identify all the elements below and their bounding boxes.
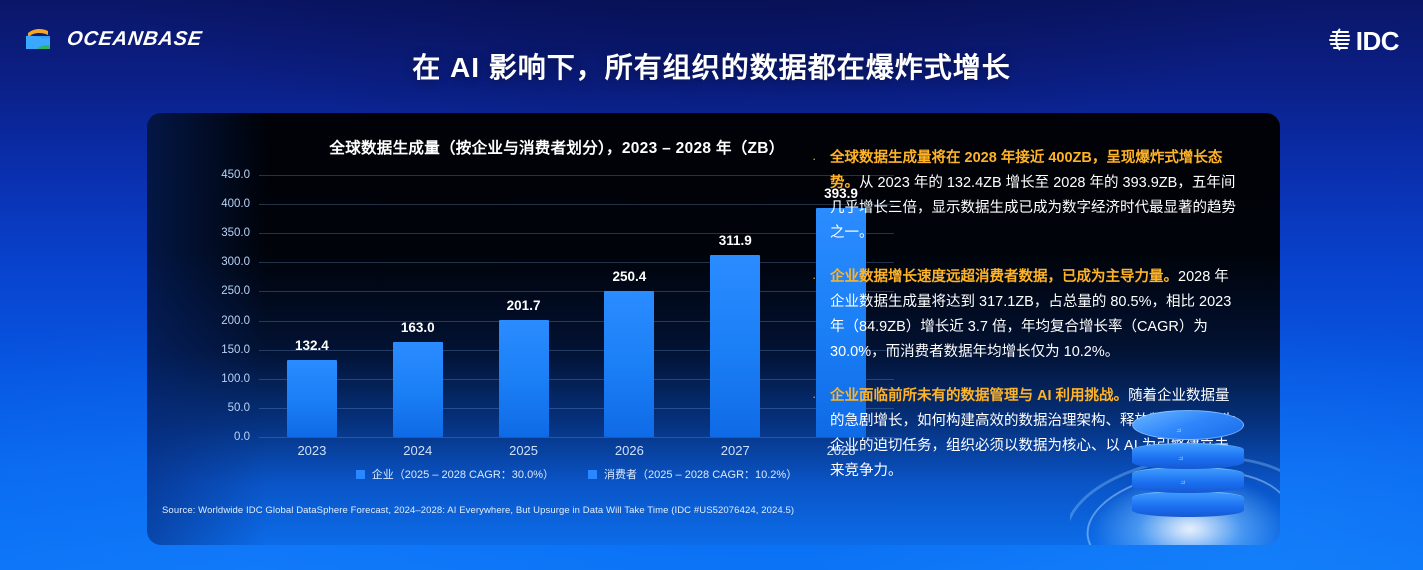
- y-axis-tick-label: 250.0: [221, 285, 250, 298]
- insights-list: · 全球数据生成量将在 2028 年接近 400ZB，呈现爆炸式增长态势。从 20…: [812, 146, 1237, 503]
- gridline: 0.0: [234, 431, 894, 443]
- bar-column[interactable]: 163.0: [370, 175, 465, 437]
- insight-item: · 全球数据生成量将在 2028 年接近 400ZB，呈现爆炸式增长态势。从 20…: [812, 146, 1237, 246]
- y-axis-tick-label: 400.0: [221, 198, 250, 211]
- gridline: 200.0: [221, 315, 894, 327]
- bar-column[interactable]: 250.4: [582, 175, 677, 437]
- insight-item: · 企业面临前所未有的数据管理与 AI 利用挑战。随着企业数据量的急剧增长，如何构…: [812, 384, 1237, 484]
- gridline: 300.0: [221, 256, 894, 268]
- gridline: 400.0: [221, 198, 894, 210]
- x-axis-tick-label: 2023: [297, 443, 327, 458]
- legend-label: 企业（2025 – 2028 CAGR：30.0%）: [371, 469, 554, 481]
- insight-highlight: 企业数据增长速度远超消费者数据，已成为主导力量。: [830, 269, 1178, 285]
- legend-label: 消费者（2025 – 2028 CAGR：10.2%）: [604, 469, 798, 481]
- bar-column[interactable]: 393.9: [794, 175, 889, 437]
- gridline: 250.0: [221, 285, 894, 297]
- bar-column[interactable]: 311.9: [688, 175, 783, 437]
- insight-highlight: 企业面临前所未有的数据管理与 AI 利用挑战。: [830, 388, 1129, 404]
- insight-text: 企业面临前所未有的数据管理与 AI 利用挑战。随着企业数据量的急剧增长，如何构建…: [830, 384, 1237, 484]
- bar[interactable]: [816, 207, 867, 437]
- insight-text: 全球数据生成量将在 2028 年接近 400ZB，呈现爆炸式增长态势。从 202…: [830, 146, 1237, 246]
- oceanbase-mark-icon: [24, 24, 58, 54]
- y-axis-tick-label: 350.0: [221, 227, 250, 240]
- y-axis-tick-label: 200.0: [221, 314, 250, 327]
- oceanbase-logo: OCEANBASE: [24, 24, 204, 54]
- legend-item[interactable]: 消费者（2025 – 2028 CAGR：10.2%）: [588, 466, 797, 482]
- bar[interactable]: [604, 291, 655, 437]
- x-axis-tick-label: 2028: [826, 443, 856, 458]
- gridline: 450.0: [221, 169, 894, 181]
- bar-value-label: 132.4: [295, 337, 329, 353]
- insight-item: · 企业数据增长速度远超消费者数据，已成为主导力量。2028 年企业数据生成量将达…: [812, 265, 1237, 365]
- gridline: 350.0: [221, 227, 894, 239]
- idc-logo-text: IDC: [1355, 26, 1400, 56]
- x-axis-tick-label: 2024: [403, 443, 433, 458]
- content-panel: 全球数据生成量（按企业与消费者划分），2023 – 2028 年（ZB） 450…: [147, 113, 1280, 545]
- bar[interactable]: [392, 342, 443, 437]
- insight-highlight: 全球数据生成量将在 2028 年接近 400ZB，呈现爆炸式增长态势。: [830, 150, 1223, 191]
- bar-value-label: 201.7: [506, 297, 541, 313]
- bar-value-label: 250.4: [612, 269, 647, 285]
- chart-legend: 企业（2025 – 2028 CAGR：30.0%） 消费者（2025 – 202…: [259, 466, 894, 482]
- y-axis-tick-label: 0.0: [234, 431, 250, 443]
- bar[interactable]: [498, 319, 549, 437]
- bar-value-label: 311.9: [718, 233, 752, 249]
- bar-column[interactable]: 201.7: [476, 175, 571, 437]
- bar-value-label: 393.9: [824, 185, 858, 201]
- idc-logo: IDC: [1327, 26, 1400, 57]
- x-axis-tick-label: 2025: [509, 443, 539, 458]
- bar-column[interactable]: 132.4: [264, 175, 359, 437]
- bar-value-label: 163.0: [400, 320, 435, 336]
- idc-globe-icon: [1327, 26, 1353, 57]
- y-axis-tick-label: 450.0: [221, 169, 250, 181]
- legend-swatch: [588, 469, 597, 479]
- chart-source-note: Source: Worldwide IDC Global DataSphere …: [162, 505, 795, 516]
- y-axis-tick-label: 150.0: [221, 343, 250, 356]
- gridline: 50.0: [228, 402, 894, 414]
- chart-title: 全球数据生成量（按企业与消费者划分），2023 – 2028 年（ZB）: [329, 140, 785, 157]
- bullet-dot-icon: ·: [812, 389, 817, 404]
- chart-bars: 132.4 163.0 201.7 250.4 311.9 393.9: [259, 175, 894, 437]
- y-axis-tick-label: 50.0: [227, 401, 250, 414]
- chart-plot-area: 450.0 400.0 350.0 300.0 250.0 200.0 150.0 100.0…: [221, 169, 894, 443]
- y-axis-tick-label: 300.0: [221, 256, 250, 269]
- gridline: 150.0: [221, 344, 894, 356]
- chart-x-axis: 2023 2024 2025 2026 2027 2028: [259, 443, 894, 458]
- bar[interactable]: [286, 359, 337, 437]
- legend-item[interactable]: 企业（2025 – 2028 CAGR：30.0%）: [355, 466, 554, 482]
- bullet-dot-icon: ·: [812, 270, 817, 285]
- y-axis-tick-label: 100.0: [221, 372, 250, 385]
- insight-body: 2028 年企业数据生成量将达到 317.1ZB，占总量的 80.5%，相比 2…: [830, 269, 1232, 360]
- page-title: 在 AI 影响下，所有组织的数据都在爆炸式增长: [412, 52, 1011, 83]
- bullet-dot-icon: ·: [812, 151, 817, 166]
- insight-text: 企业数据增长速度远超消费者数据，已成为主导力量。2028 年企业数据生成量将达到…: [830, 265, 1237, 365]
- x-axis-tick-label: 2026: [614, 443, 644, 458]
- legend-swatch: [355, 469, 365, 479]
- insight-body: 从 2023 年的 132.4ZB 增长至 2028 年的 393.9ZB，五年…: [830, 175, 1236, 241]
- x-axis-tick-label: 2027: [720, 443, 750, 458]
- bar[interactable]: [710, 255, 761, 437]
- gridline: 100.0: [221, 373, 894, 385]
